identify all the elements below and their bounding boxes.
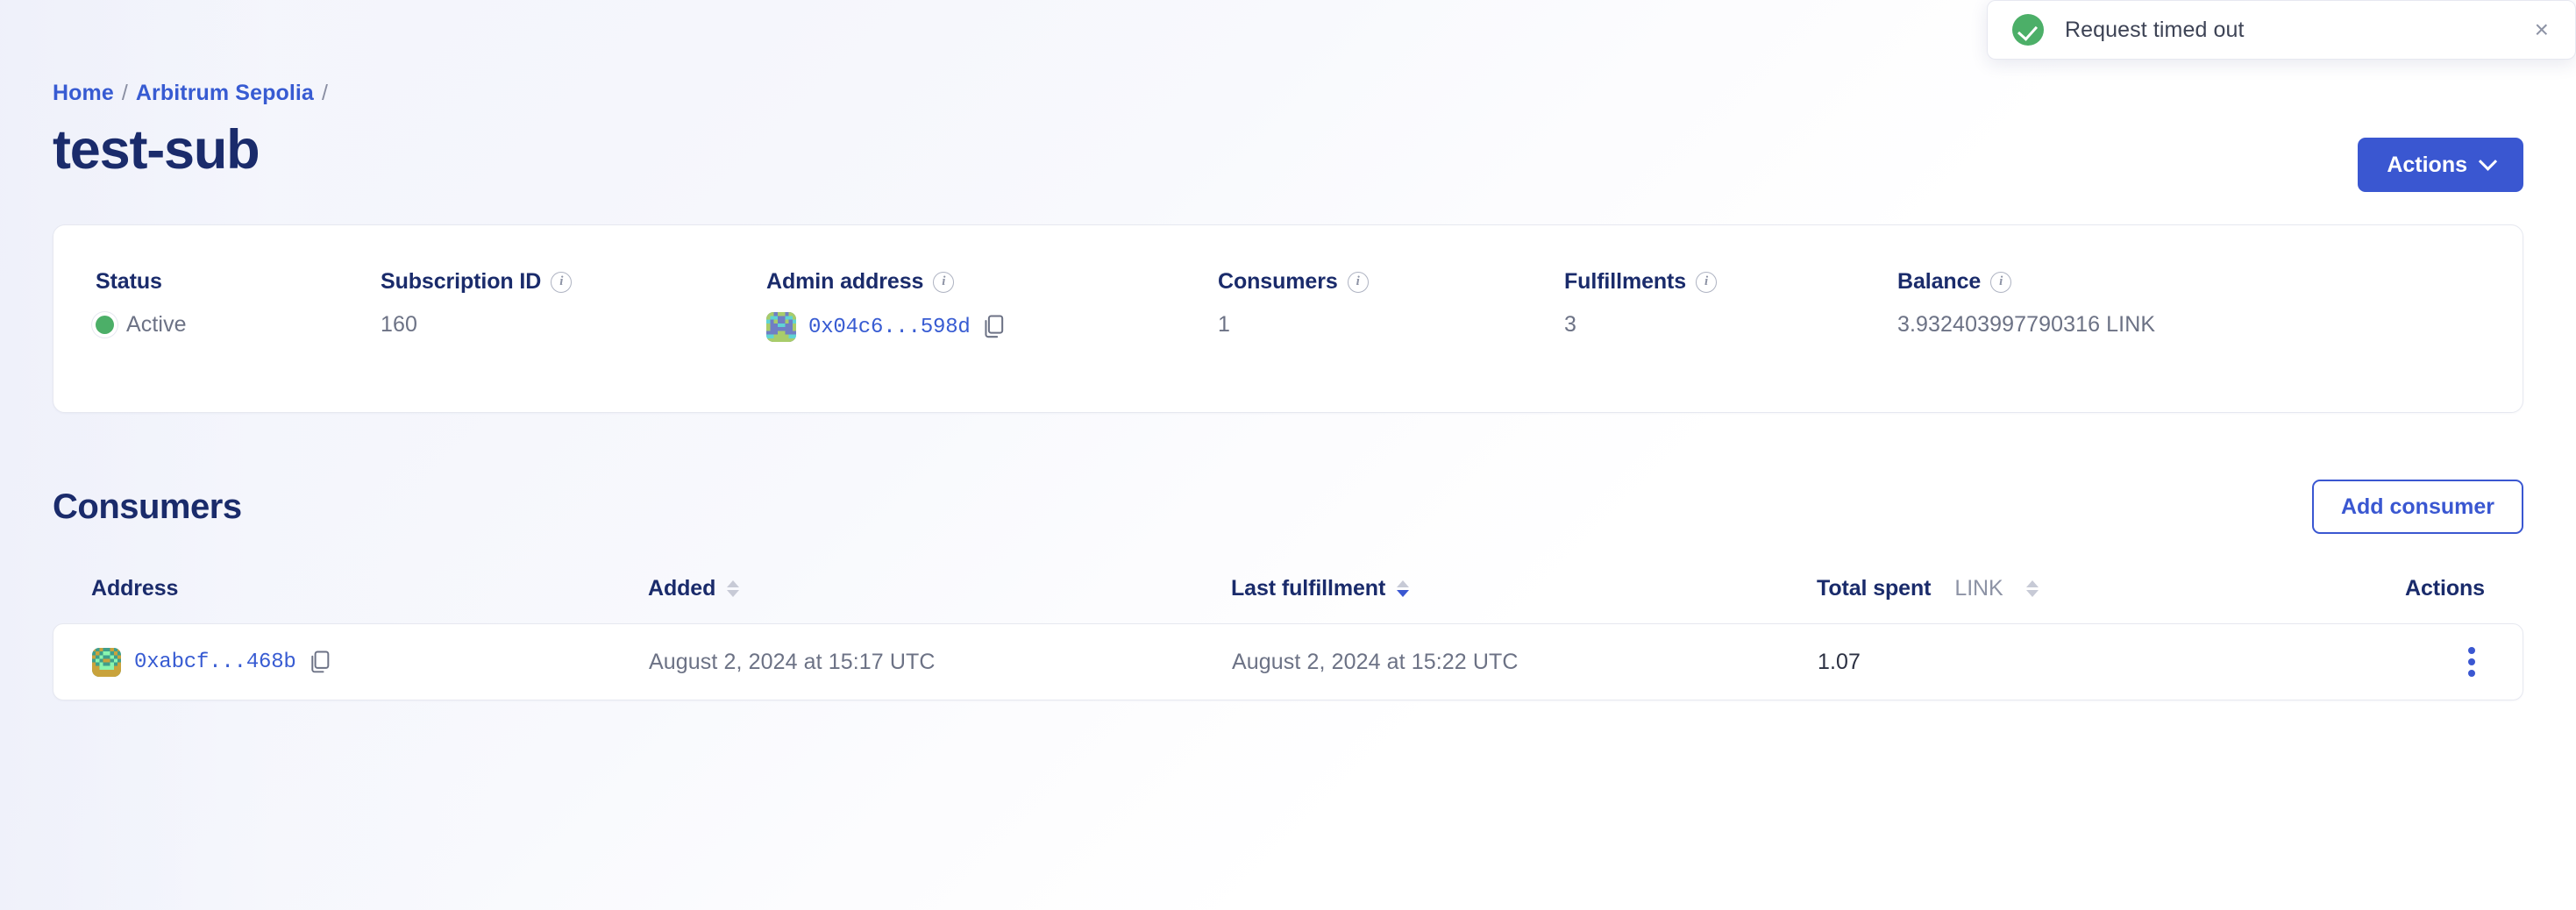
add-consumer-button[interactable]: Add consumer [2311, 480, 2523, 534]
summary-field-admin-address: Admin address i 0x04c6...598d [766, 269, 1218, 412]
page-header: test-sub Actions [53, 118, 2523, 192]
column-header-total-spent-label: Total spent [1817, 575, 1932, 601]
sort-ascending-icon [2025, 579, 2039, 587]
kebab-dot [2468, 647, 2475, 654]
success-check-icon [2012, 14, 2044, 46]
fulfillments-count-value: 3 [1564, 312, 1577, 337]
consumers-table-header: Address Added Last fulfillment Total spe… [53, 569, 2523, 608]
column-header-added[interactable]: Added [648, 576, 1231, 601]
table-row[interactable]: 0xabcf...468b August 2, 2024 at 15:17 UT… [53, 623, 2523, 700]
summary-field-fulfillments: Fulfillments i 3 [1564, 269, 1897, 412]
consumers-section-header: Consumers Add consumer [53, 480, 2523, 534]
breadcrumb: Home / Arbitrum Sepolia / [53, 0, 2523, 106]
admin-address-value-wrap: 0x04c6...598d [766, 312, 1218, 342]
consumer-address-link[interactable]: 0xabcf...468b [134, 650, 296, 674]
cell-added: August 2, 2024 at 15:17 UTC [649, 649, 936, 674]
consumers-section-title: Consumers [53, 487, 242, 526]
admin-address-label-wrap: Admin address i [766, 269, 1218, 295]
admin-address-label: Admin address [766, 269, 924, 294]
breadcrumb-item-home[interactable]: Home [53, 81, 114, 105]
cell-last-fulfillment: August 2, 2024 at 15:22 UTC [1232, 649, 1519, 674]
info-icon-subscription-id[interactable]: i [551, 271, 573, 293]
info-icon-admin-address[interactable]: i [933, 271, 955, 293]
copy-icon-admin-address[interactable] [983, 315, 1006, 339]
subscription-id-label: Subscription ID [381, 269, 542, 294]
consumers-label: Consumers [1218, 269, 1338, 294]
column-header-actions-label: Actions [2405, 575, 2485, 601]
toast-message: Request timed out [2065, 17, 2245, 42]
background-gradient-left [0, 0, 491, 910]
balance-label: Balance [1897, 269, 1982, 294]
cell-address: 0xabcf...468b [92, 647, 649, 677]
sort-ascending-icon [727, 579, 740, 587]
breadcrumb-item-network[interactable]: Arbitrum Sepolia [135, 81, 314, 105]
column-header-last-fulfillment-label: Last fulfillment [1231, 575, 1386, 601]
balance-label-wrap: Balance i [1897, 269, 2155, 295]
admin-address-link[interactable]: 0x04c6...598d [808, 315, 971, 339]
toast-close-icon[interactable]: × [2531, 14, 2552, 46]
cell-actions [2300, 642, 2484, 682]
breadcrumb-separator-2: / [321, 81, 328, 105]
actions-button-label: Actions [2387, 152, 2467, 177]
copy-icon-consumer-address[interactable] [310, 650, 331, 674]
sort-icon-last-fulfillment[interactable] [1397, 579, 1410, 597]
column-header-total-spent[interactable]: Total spent LINK [1817, 576, 2301, 601]
chevron-down-icon [2478, 152, 2498, 171]
row-menu-kebab-icon[interactable] [2459, 642, 2484, 682]
cell-total-spent: 1.07 [1818, 649, 1861, 674]
consumers-count-value: 1 [1218, 312, 1231, 337]
column-header-address-label: Address [91, 575, 179, 601]
kebab-dot [2468, 670, 2475, 677]
actions-button[interactable]: Actions [2358, 138, 2523, 192]
status-dot-icon [96, 316, 114, 334]
toast-notification: Request timed out × [1987, 0, 2576, 60]
sort-descending-icon [727, 589, 740, 597]
status-label: Status [96, 269, 162, 294]
column-header-total-spent-unit: LINK [1954, 575, 2003, 601]
balance-value: 3.932403997790316 LINK [1897, 312, 2156, 337]
summary-field-balance: Balance i 3.932403997790316 LINK [1897, 269, 2155, 412]
column-header-address: Address [91, 576, 648, 601]
sort-icon-added[interactable] [727, 579, 740, 597]
column-header-actions: Actions [2301, 576, 2485, 601]
subscription-id-label-wrap: Subscription ID i [381, 269, 766, 295]
consumers-label-wrap: Consumers i [1218, 269, 1564, 295]
subscription-summary-card: Status Active Subscription ID i 160 Admi… [53, 224, 2523, 413]
sort-ascending-icon [1397, 579, 1410, 587]
sort-descending-icon [2025, 589, 2039, 597]
summary-field-status: Status Active [96, 269, 381, 412]
subscription-id-value: 160 [381, 312, 418, 337]
column-header-last-fulfillment[interactable]: Last fulfillment [1231, 576, 1817, 601]
fulfillments-label-wrap: Fulfillments i [1564, 269, 1897, 295]
consumer-identicon-avatar [92, 647, 121, 677]
column-header-added-label: Added [648, 575, 716, 601]
sort-icon-total-spent[interactable] [2025, 579, 2039, 597]
summary-field-subscription-id: Subscription ID i 160 [381, 269, 766, 412]
consumers-table: Address Added Last fulfillment Total spe… [53, 569, 2523, 700]
info-icon-balance[interactable]: i [1990, 271, 2012, 293]
summary-field-consumers: Consumers i 1 [1218, 269, 1564, 412]
breadcrumb-separator: / [121, 81, 128, 105]
page-title: test-sub [53, 119, 260, 181]
status-badge: Active [126, 312, 187, 337]
status-value-wrap: Active [96, 312, 381, 338]
kebab-dot [2468, 658, 2475, 665]
sort-descending-icon [1397, 589, 1410, 597]
admin-identicon-avatar [766, 312, 796, 342]
info-icon-fulfillments[interactable]: i [1696, 271, 1718, 293]
info-icon-consumers[interactable]: i [1347, 271, 1369, 293]
fulfillments-label: Fulfillments [1564, 269, 1687, 294]
